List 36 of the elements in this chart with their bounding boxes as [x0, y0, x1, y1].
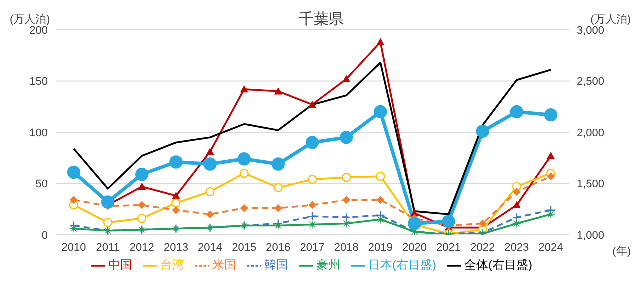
legend-label: 日本(右目盛) — [368, 258, 436, 272]
x-tick-label: 2010 — [62, 242, 86, 254]
x-tick-label: 2017 — [300, 242, 325, 254]
x-tick-label: 2015 — [232, 242, 257, 254]
y-tick-label: 100 — [30, 127, 48, 140]
y-tick-label: 200 — [30, 24, 48, 37]
x-tick-label: 2023 — [504, 242, 530, 254]
legend-label: 韓国 — [264, 258, 288, 272]
chart-title: 千葉県 — [299, 11, 344, 28]
x-tick-label: 2011 — [96, 242, 120, 254]
x-tick-label: 2021 — [436, 242, 462, 254]
y2-tick-label: 3,000 — [577, 24, 605, 37]
y-tick-label: 0 — [42, 230, 48, 242]
x-tick-label: 2020 — [402, 242, 427, 254]
y2-tick-label: 2,500 — [577, 76, 605, 88]
legend-label: 全体(右目盛) — [464, 258, 532, 272]
x-tick-label: 2022 — [470, 242, 496, 254]
y-tick-label: 150 — [30, 76, 48, 88]
x-tick-label: 2024 — [538, 242, 564, 254]
x-axis-title: (年) — [612, 245, 631, 259]
x-tick-label: 2019 — [368, 242, 393, 254]
x-tick-label: 2013 — [164, 242, 188, 254]
y2-tick-label: 1,500 — [577, 178, 605, 191]
x-tick-label: 2016 — [266, 242, 291, 254]
y-tick-label: 50 — [36, 178, 48, 191]
y2-tick-label: 2,000 — [577, 127, 605, 140]
y2-tick-label: 1,000 — [577, 230, 605, 242]
x-tick-label: 2012 — [130, 242, 154, 254]
legend-label: 台湾 — [160, 258, 184, 272]
legend-label: 米国 — [212, 258, 236, 272]
y-axis-title: (万人泊) — [10, 13, 50, 26]
legend-label: 豪州 — [316, 258, 340, 272]
y2-axis-title: (万人泊) — [590, 13, 631, 26]
legend-label: 中国 — [108, 258, 132, 272]
x-tick-label: 2018 — [334, 242, 359, 254]
x-tick-label: 2014 — [198, 242, 223, 254]
